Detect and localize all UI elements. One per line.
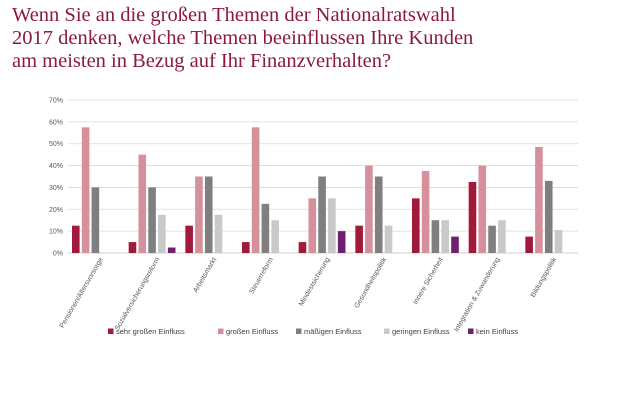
bar bbox=[261, 203, 270, 253]
y-tick-label: 20% bbox=[49, 207, 63, 214]
x-tick-label: Steuerreform bbox=[248, 256, 275, 295]
bar bbox=[251, 127, 260, 253]
title-line-3: am meisten in Bezug auf Ihr Finanzverhal… bbox=[12, 50, 392, 72]
bar bbox=[412, 198, 420, 253]
bar bbox=[468, 181, 477, 253]
x-tick-label: Mindestsicherung bbox=[298, 256, 332, 307]
y-tick-label: 60% bbox=[49, 119, 63, 126]
bar bbox=[441, 220, 449, 253]
y-tick-label: 70% bbox=[49, 98, 63, 105]
bar bbox=[81, 127, 90, 253]
y-tick-label: 50% bbox=[49, 141, 63, 148]
bar bbox=[374, 176, 383, 253]
bar bbox=[431, 220, 440, 253]
x-tick-label: Bildungspolitik bbox=[530, 256, 559, 299]
legend-swatch bbox=[468, 328, 474, 334]
bar bbox=[365, 165, 373, 253]
legend-swatch bbox=[218, 328, 224, 334]
bar bbox=[337, 231, 346, 253]
x-tick-label: Gesundheitspolitik bbox=[354, 256, 389, 309]
bar bbox=[195, 176, 203, 253]
x-tick-label: Integration & Zuwanderung bbox=[453, 256, 501, 333]
bar bbox=[148, 187, 156, 253]
bar bbox=[158, 214, 166, 253]
bar bbox=[167, 247, 176, 253]
title-line-2: 2017 denken, welche Themen beeinflussen … bbox=[12, 27, 474, 49]
bar bbox=[72, 225, 80, 253]
bars bbox=[72, 127, 563, 253]
bar bbox=[242, 242, 250, 253]
x-tick-label: Pensionen/Altersvorsorge bbox=[59, 256, 105, 329]
bar bbox=[204, 176, 213, 253]
x-axis: Pensionen/Altersvorsorge Sozialversicheru… bbox=[59, 256, 559, 333]
bar bbox=[185, 225, 193, 253]
bar bbox=[271, 220, 279, 253]
y-tick-label: 0% bbox=[53, 251, 63, 258]
bar bbox=[544, 180, 553, 253]
x-tick-label: Arbeitsmarkt bbox=[192, 256, 218, 294]
bar bbox=[138, 154, 147, 253]
bar bbox=[214, 214, 223, 253]
x-tick-label: Sozialversicherungsreform bbox=[114, 256, 162, 331]
bar bbox=[498, 220, 506, 253]
bar bbox=[128, 242, 137, 253]
title-line-1: Wenn Sie an die großen Themen der Nation… bbox=[12, 4, 456, 26]
chart-title: Wenn Sie an die großen Themen der Nation… bbox=[12, 4, 612, 73]
legend-swatch bbox=[384, 328, 390, 334]
y-tick-label: 40% bbox=[49, 163, 63, 170]
bar bbox=[478, 165, 487, 253]
y-axis: 0% 10% 20% 30% 40% 50% 60% 70% bbox=[49, 98, 63, 258]
legend-swatch bbox=[108, 328, 114, 334]
bar bbox=[328, 198, 336, 253]
legend-label: großen Einfluss bbox=[226, 327, 278, 336]
bar bbox=[451, 236, 459, 253]
bar bbox=[535, 146, 543, 253]
bar bbox=[384, 225, 393, 253]
legend-label: mäßigen Einfluss bbox=[304, 327, 362, 336]
bar bbox=[355, 225, 363, 253]
y-tick-label: 30% bbox=[49, 185, 63, 192]
bar bbox=[421, 171, 430, 253]
legend-label: geringen Einfluss bbox=[392, 327, 450, 336]
bar bbox=[318, 176, 326, 253]
legend-swatch bbox=[296, 328, 302, 334]
bar bbox=[298, 242, 307, 253]
bar bbox=[91, 187, 100, 253]
bar bbox=[525, 236, 533, 253]
legend: sehr großen Einfluss großen Einfluss mäßig… bbox=[108, 327, 518, 336]
legend-label: kein Einfluss bbox=[476, 327, 518, 336]
y-tick-label: 10% bbox=[49, 229, 63, 236]
legend-label: sehr großen Einfluss bbox=[116, 327, 185, 336]
x-tick-label: Innere Sicherheit bbox=[412, 256, 445, 305]
bar bbox=[554, 230, 563, 253]
bar bbox=[488, 225, 496, 253]
bar bbox=[308, 198, 317, 253]
